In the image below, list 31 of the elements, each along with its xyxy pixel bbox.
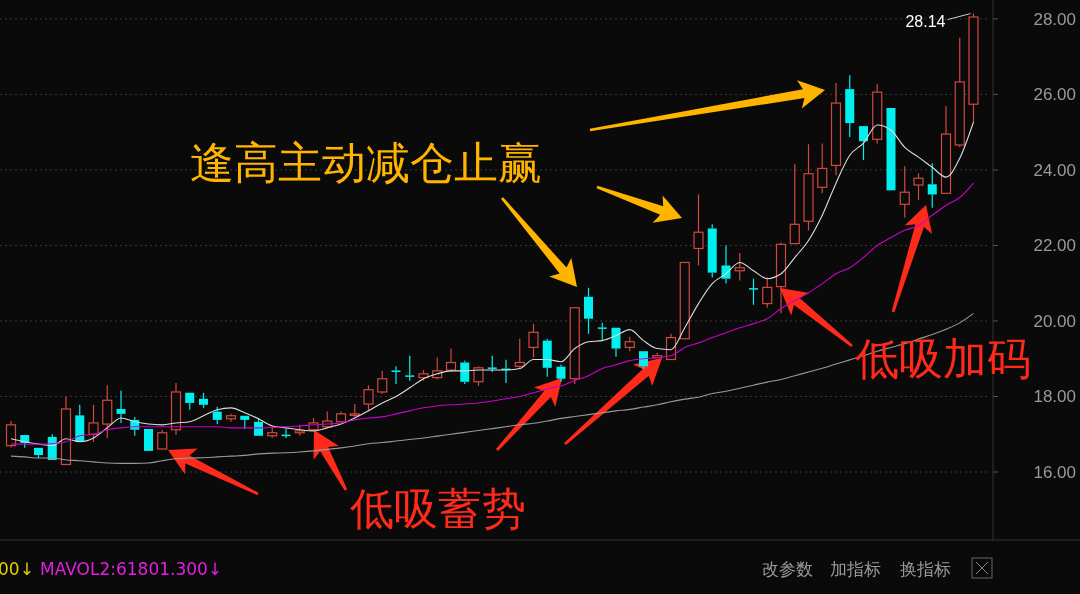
candlestick: [940, 105, 952, 194]
candlestick: [639, 351, 648, 370]
candlestick: [679, 261, 690, 340]
y-tick-label: 28.00: [1033, 9, 1076, 29]
y-tick-label: 26.00: [1033, 85, 1076, 105]
y-tick-label: 18.00: [1033, 387, 1076, 407]
text: 加指标: [830, 559, 881, 579]
annotation: 28.14: [905, 12, 946, 30]
candlestick: [859, 126, 868, 161]
text: MAVOL2:61801.300↓: [40, 559, 223, 579]
candlestick: [830, 82, 842, 176]
y-tick-label: 24.00: [1033, 160, 1076, 180]
candlestick: [789, 163, 800, 245]
candlestick: [225, 413, 237, 423]
candlestick: [60, 395, 72, 466]
candlestick: [5, 420, 17, 449]
candlestick: [611, 327, 621, 358]
candlestick: [886, 108, 896, 191]
text: 改参数: [762, 559, 813, 579]
y-tick-label: 22.00: [1033, 236, 1076, 256]
candlestick: [170, 382, 182, 436]
y-tick-label: 20.00: [1033, 311, 1076, 331]
candlestick: [556, 363, 566, 383]
candlestick: [116, 390, 126, 424]
annotation: 低吸蓄势: [350, 483, 526, 534]
text: 换指标: [900, 559, 951, 579]
y-tick-label: 16.00: [1033, 462, 1076, 482]
candlestick: [775, 241, 787, 315]
candlestick: [391, 365, 401, 385]
annotation: 低吸加码: [855, 333, 1031, 384]
annotation: 逢高主动减仓止赢: [190, 137, 542, 188]
